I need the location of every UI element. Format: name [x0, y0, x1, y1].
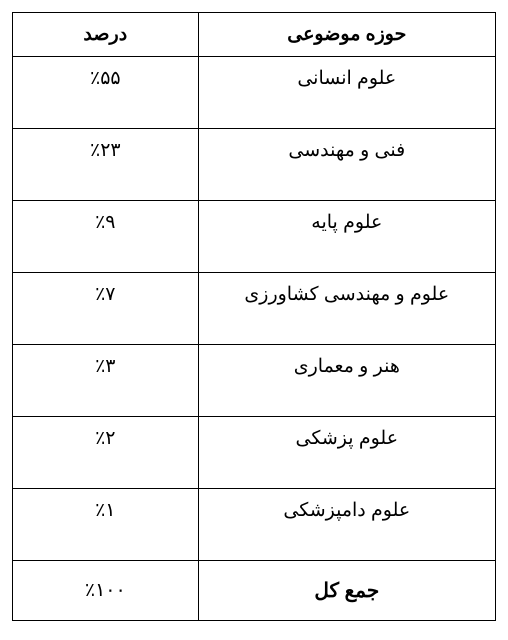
- header-row: حوزه موضوعی درصد: [13, 13, 496, 57]
- cell-percent: ٪۵۵: [13, 57, 199, 129]
- cell-percent: ٪۲۳: [13, 129, 199, 201]
- cell-percent: ٪۳: [13, 345, 199, 417]
- cell-subject: علوم پزشکی: [198, 417, 495, 489]
- cell-percent: ٪۷: [13, 273, 199, 345]
- table-row: فنی و مهندسی ٪۲۳: [13, 129, 496, 201]
- total-row: جمع کل ٪۱۰۰: [13, 561, 496, 621]
- table-row: هنر و معماری ٪۳: [13, 345, 496, 417]
- cell-percent: ٪۹: [13, 201, 199, 273]
- table-row: علوم انسانی ٪۵۵: [13, 57, 496, 129]
- cell-subject: علوم و مهندسی کشاورزی: [198, 273, 495, 345]
- cell-percent: ٪۱: [13, 489, 199, 561]
- cell-percent: ٪۲: [13, 417, 199, 489]
- table-row: علوم پزشکی ٪۲: [13, 417, 496, 489]
- cell-subject: هنر و معماری: [198, 345, 495, 417]
- header-subject: حوزه موضوعی: [198, 13, 495, 57]
- total-percent: ٪۱۰۰: [13, 561, 199, 621]
- table-row: علوم پایه ٪۹: [13, 201, 496, 273]
- cell-subject: علوم دامپزشکی: [198, 489, 495, 561]
- table-row: علوم و مهندسی کشاورزی ٪۷: [13, 273, 496, 345]
- subject-area-table: حوزه موضوعی درصد علوم انسانی ٪۵۵ فنی و م…: [12, 12, 496, 621]
- cell-subject: علوم انسانی: [198, 57, 495, 129]
- cell-subject: علوم پایه: [198, 201, 495, 273]
- table-row: علوم دامپزشکی ٪۱: [13, 489, 496, 561]
- cell-subject: فنی و مهندسی: [198, 129, 495, 201]
- header-percent: درصد: [13, 13, 199, 57]
- total-label: جمع کل: [198, 561, 495, 621]
